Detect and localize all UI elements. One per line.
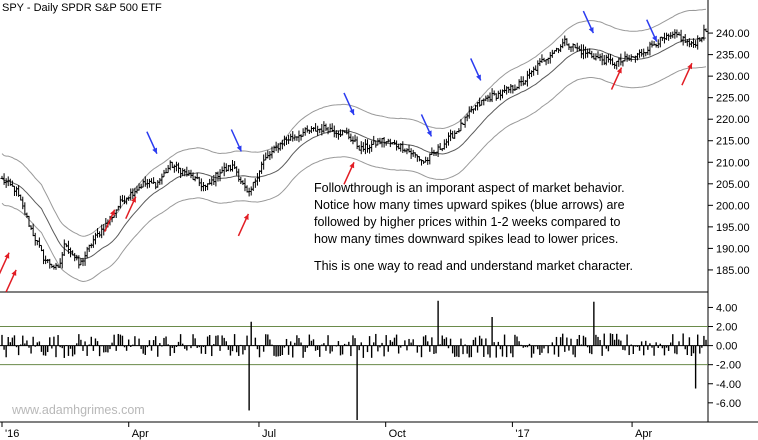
annotation-text: Followthrough is an imporant aspect of m… bbox=[314, 181, 633, 273]
lower-band-line bbox=[1, 66, 707, 283]
moving-average-line bbox=[1, 37, 707, 260]
oscillator-layer bbox=[1, 300, 707, 420]
osc-tick-label: 2.00 bbox=[716, 322, 737, 334]
price-tick-label: 230.00 bbox=[716, 71, 750, 83]
price-tick-label: 195.00 bbox=[716, 222, 750, 234]
blue-arrow-head bbox=[236, 145, 242, 152]
time-tick-label: Oct bbox=[389, 428, 406, 440]
price-tick-label: 190.00 bbox=[716, 243, 750, 255]
price-tick-label: 235.00 bbox=[716, 50, 750, 62]
price-tick-label: 185.00 bbox=[716, 265, 750, 277]
price-tick-label: 240.00 bbox=[716, 28, 750, 40]
time-tick-label: '16 bbox=[5, 428, 19, 440]
red-arrow-head bbox=[4, 252, 10, 259]
watermark: www.adamhgrimes.com bbox=[11, 403, 145, 417]
chart-title: SPY - Daily SPDR S&P 500 ETF bbox=[2, 2, 162, 14]
blue-arrow-head bbox=[152, 147, 158, 154]
time-tick-label: Apr bbox=[635, 428, 652, 440]
price-tick-label: 225.00 bbox=[716, 93, 750, 105]
time-tick-label: Apr bbox=[132, 428, 149, 440]
red-arrow-head bbox=[110, 209, 115, 216]
upper-band-line bbox=[1, 8, 707, 237]
osc-tick-label: -4.00 bbox=[716, 379, 741, 391]
osc-tick-label: 0.00 bbox=[716, 341, 737, 353]
axis-layer: 185.00 190.00 195.00 200.00 205.00 210.00 215.… bbox=[1, 28, 750, 440]
band-layer bbox=[1, 8, 707, 283]
blue-arrow-head bbox=[349, 108, 355, 115]
price-tick-label: 215.00 bbox=[716, 136, 750, 148]
blue-arrow-head bbox=[476, 74, 481, 81]
osc-tick-label: -6.00 bbox=[716, 398, 741, 410]
blue-arrow-head bbox=[426, 130, 432, 137]
price-bar-layer bbox=[0, 24, 708, 270]
arrow-layer bbox=[0, 10, 693, 293]
osc-tick-label: 4.00 bbox=[716, 302, 737, 314]
osc-tick-label: -2.00 bbox=[716, 360, 741, 372]
red-arrow-head bbox=[349, 162, 355, 169]
blue-arrow-head bbox=[652, 35, 657, 42]
red-arrow-head bbox=[243, 213, 249, 220]
price-tick-label: 220.00 bbox=[716, 114, 750, 126]
annotation-line: followed by higher prices within 1-2 wee… bbox=[314, 215, 620, 229]
time-tick-label: '17 bbox=[515, 428, 529, 440]
annotation-line: how many times downward spikes lead to l… bbox=[314, 232, 618, 246]
price-tick-label: 205.00 bbox=[716, 179, 750, 191]
red-arrow-head bbox=[616, 67, 622, 74]
time-tick-label: Jul bbox=[262, 428, 276, 440]
red-arrow-head bbox=[131, 196, 136, 203]
annotation-line: This is one way to read and understand m… bbox=[314, 259, 633, 273]
annotation-line: Notice how many times upward spikes (blu… bbox=[314, 198, 625, 212]
red-arrow-head bbox=[11, 269, 17, 276]
blue-arrow-head bbox=[588, 27, 594, 34]
price-tick-label: 210.00 bbox=[716, 157, 750, 169]
price-tick-label: 200.00 bbox=[716, 200, 750, 212]
annotation-line: Followthrough is an imporant aspect of m… bbox=[314, 181, 625, 195]
red-arrow-head bbox=[687, 63, 693, 70]
